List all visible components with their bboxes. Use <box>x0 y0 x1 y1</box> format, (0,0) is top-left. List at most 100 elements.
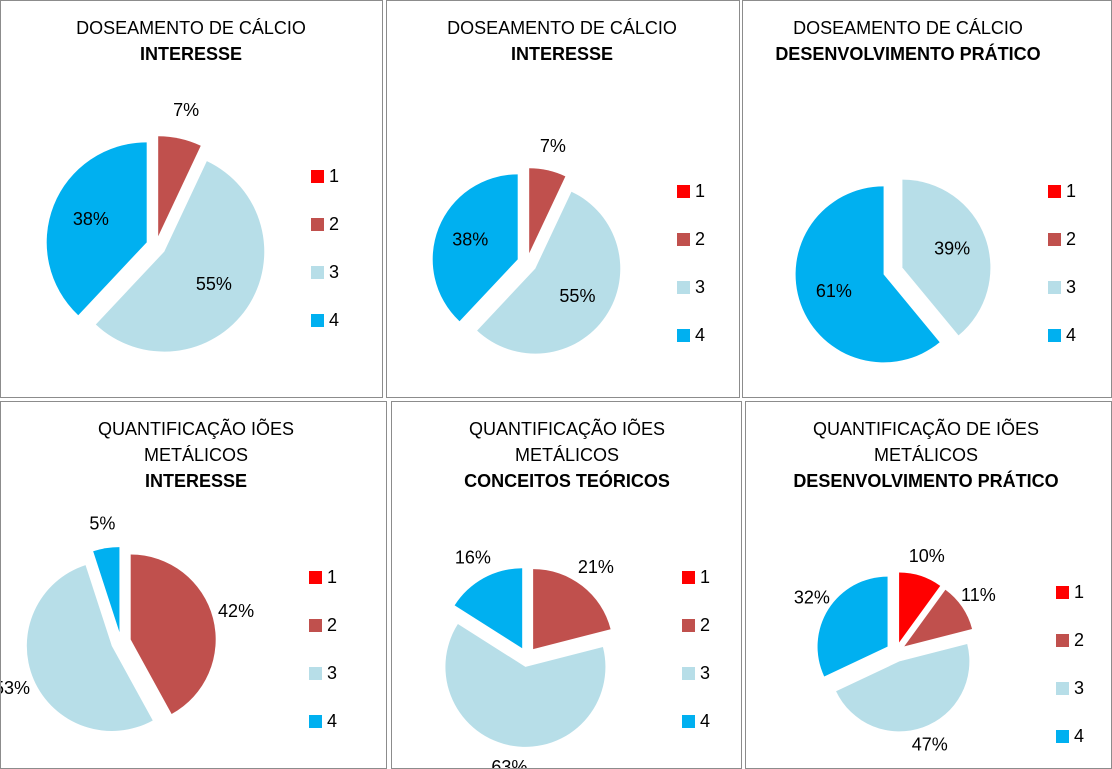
chart-title-block: DOSEAMENTO DE CÁLCIO DESENVOLVIMENTO PRÁT… <box>763 15 1053 67</box>
chart-panel: 1 7% 2 55% 3 38% 4 DOSEAMENTO DE CÁLCIO INTERESS… <box>0 0 383 398</box>
legend-swatch <box>1056 682 1069 695</box>
chart: 1 2 39% 3 61% 4 <box>795 179 1076 363</box>
legend-label: 4 <box>695 325 705 345</box>
legend-swatch <box>311 170 324 183</box>
data-label: 55% <box>559 286 595 306</box>
legend-swatch <box>677 329 690 342</box>
chart: 1 7% 2 55% 3 38% 4 <box>432 136 705 354</box>
chart: 1 42% 2 53% 3 5% 4 <box>1 513 337 731</box>
legend-swatch <box>309 571 322 584</box>
chart-subtitle: INTERESSE <box>139 44 243 64</box>
legend-swatch <box>309 619 322 632</box>
chart-title: QUANTIFICAÇÃO DE IÕES METÁLICOS <box>812 419 1040 465</box>
legend-label: 2 <box>700 615 710 635</box>
pie-slice <box>899 572 941 643</box>
legend-label: 4 <box>1074 726 1084 746</box>
legend-label: 3 <box>1066 277 1076 297</box>
chart-title-block: DOSEAMENTO DE CÁLCIO INTERESSE <box>21 15 361 67</box>
data-label: 11% <box>961 585 996 605</box>
data-label: 7% <box>540 136 566 156</box>
chart: 1 21% 2 63% 3 16% 4 <box>445 547 710 768</box>
data-label: 38% <box>73 209 109 229</box>
chart: 1 7% 2 55% 3 38% 4 <box>46 100 339 352</box>
legend-swatch <box>1056 586 1069 599</box>
data-label: 38% <box>452 229 488 249</box>
legend-swatch <box>677 281 690 294</box>
data-label: 53% <box>1 678 30 698</box>
chart-title: DOSEAMENTO DE CÁLCIO <box>447 18 677 38</box>
pie-slice <box>46 142 147 316</box>
data-label: 5% <box>89 513 115 533</box>
legend-swatch <box>1048 185 1061 198</box>
pie-slice <box>93 547 120 633</box>
data-label: 63% <box>491 757 527 768</box>
chart-panel: 10% 1 11% 2 47% 3 32% 4 QUANTIFICAÇÃO DE IÕES ME… <box>745 401 1112 769</box>
legend-swatch <box>311 314 324 327</box>
pie-slice <box>158 136 201 237</box>
legend-swatch <box>1048 329 1061 342</box>
legend-label: 2 <box>327 615 337 635</box>
pie-slice <box>836 644 970 732</box>
chart-subtitle: INTERESSE <box>144 471 248 491</box>
chart-title-block: QUANTIFICAÇÃO IÕES METÁLICOS CONCEITOS TE… <box>417 416 717 494</box>
pie-slice <box>26 565 153 731</box>
chart-title-block: DOSEAMENTO DE CÁLCIO INTERESSE <box>447 15 677 67</box>
legend-label: 3 <box>329 262 339 282</box>
pie-slice <box>130 554 216 714</box>
legend-label: 4 <box>329 310 339 330</box>
legend-label: 2 <box>1066 229 1076 249</box>
chart-subtitle: DESENVOLVIMENTO PRÁTICO <box>793 471 1059 491</box>
legend-swatch <box>682 619 695 632</box>
chart-title: QUANTIFICAÇÃO IÕES METÁLICOS <box>97 419 295 465</box>
pie-slice <box>432 174 518 322</box>
chart-subtitle: INTERESSE <box>510 44 614 64</box>
chart-title-block: QUANTIFICAÇÃO IÕES METÁLICOS INTERESSE <box>56 416 336 494</box>
legend-swatch <box>311 218 324 231</box>
legend-swatch <box>1056 634 1069 647</box>
data-label: 7% <box>173 100 199 120</box>
chart-subtitle: DESENVOLVIMENTO PRÁTICO <box>775 44 1041 64</box>
data-label: 55% <box>196 274 232 294</box>
chart-panel: 1 21% 2 63% 3 16% 4 QUANTIFICAÇÃO IÕES METÁLICO… <box>391 401 742 769</box>
legend-swatch <box>309 667 322 680</box>
legend-swatch <box>677 185 690 198</box>
pie-slice <box>454 568 523 649</box>
legend-label: 1 <box>1074 582 1084 602</box>
legend-label: 2 <box>329 214 339 234</box>
legend-swatch <box>309 715 322 728</box>
data-label: 39% <box>934 238 970 258</box>
legend-swatch <box>1048 281 1061 294</box>
legend-label: 2 <box>1074 630 1084 650</box>
legend-label: 3 <box>327 663 337 683</box>
pie-slice <box>529 168 566 254</box>
legend-swatch <box>1056 730 1069 743</box>
pie-slice <box>817 576 888 677</box>
legend-swatch <box>682 715 695 728</box>
pie-slice <box>445 624 606 747</box>
pie-slice <box>533 569 611 650</box>
chart-panel: 1 42% 2 53% 3 5% 4 QUANTIFICAÇÃO IÕES METÁLICOS… <box>0 401 387 769</box>
data-label: 10% <box>909 546 945 566</box>
chart-title: DOSEAMENTO DE CÁLCIO <box>793 18 1023 38</box>
legend-label: 2 <box>695 229 705 249</box>
legend-label: 1 <box>1066 181 1076 201</box>
legend-label: 1 <box>327 567 337 587</box>
chart-panel: 1 7% 2 55% 3 38% 4 DOSEAMENTO DE CÁLCIO INTERESS… <box>386 0 740 398</box>
legend-swatch <box>1048 233 1061 246</box>
pie-slice <box>795 186 940 363</box>
pie-slice <box>95 161 265 352</box>
legend-label: 1 <box>329 166 339 186</box>
chart-title-block: QUANTIFICAÇÃO DE IÕES METÁLICOS DESENVOLV… <box>766 416 1086 494</box>
legend-label: 1 <box>695 181 705 201</box>
chart-title: QUANTIFICAÇÃO IÕES METÁLICOS <box>468 419 666 465</box>
legend-label: 3 <box>695 277 705 297</box>
data-label: 42% <box>218 601 254 621</box>
legend-label: 4 <box>1066 325 1076 345</box>
pie-slice <box>904 589 973 647</box>
chart-title: DOSEAMENTO DE CÁLCIO <box>76 18 306 38</box>
data-label: 16% <box>455 547 491 567</box>
data-label: 32% <box>794 587 830 607</box>
legend-swatch <box>677 233 690 246</box>
pie-slice <box>902 179 991 336</box>
data-label: 21% <box>578 557 614 577</box>
